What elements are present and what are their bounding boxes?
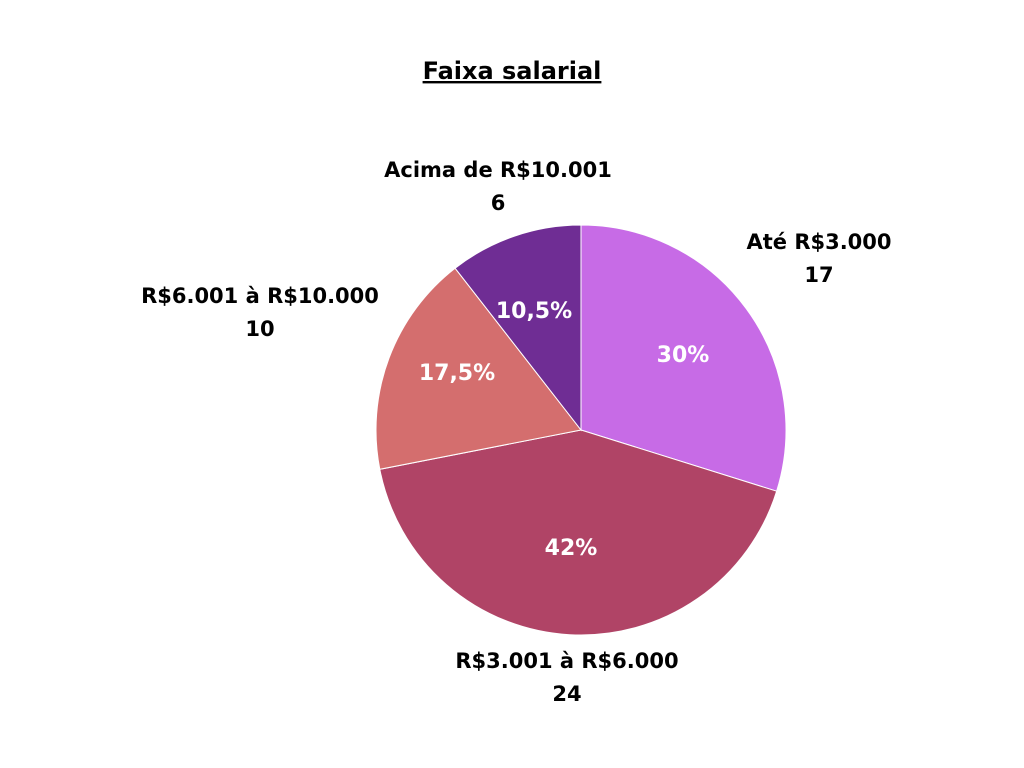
pie-slice bbox=[454, 224, 582, 432]
pie-slice bbox=[375, 267, 582, 470]
slice-category-label: R$6.001 à R$10.000 bbox=[141, 284, 379, 308]
slice-percent-label: 42% bbox=[545, 536, 598, 561]
pie-slice bbox=[580, 224, 787, 492]
slice-percent-label: 10,5% bbox=[496, 299, 572, 324]
slice-value-label: 6 bbox=[491, 191, 506, 215]
slice-category-label: R$3.001 à R$6.000 bbox=[455, 649, 678, 673]
slice-percent-label: 30% bbox=[657, 343, 710, 368]
slice-category-label: Acima de R$10.001 bbox=[384, 158, 612, 182]
pie-slice bbox=[379, 429, 778, 636]
slice-value-label: 10 bbox=[245, 317, 274, 341]
slice-value-label: 17 bbox=[804, 263, 833, 287]
slice-value-label: 24 bbox=[552, 682, 581, 706]
slice-category-label: Até R$3.000 bbox=[746, 230, 891, 254]
slice-percent-label: 17,5% bbox=[419, 361, 495, 386]
slice-labels: Até R$3.000 17 R$3.001 à R$6.000 24 R$6.001 … bbox=[141, 158, 891, 706]
pie-slices bbox=[375, 224, 787, 636]
percent-labels: 30% 42% 17,5% 10,5% bbox=[419, 299, 710, 561]
chart-title: Faixa salarial bbox=[423, 57, 602, 85]
